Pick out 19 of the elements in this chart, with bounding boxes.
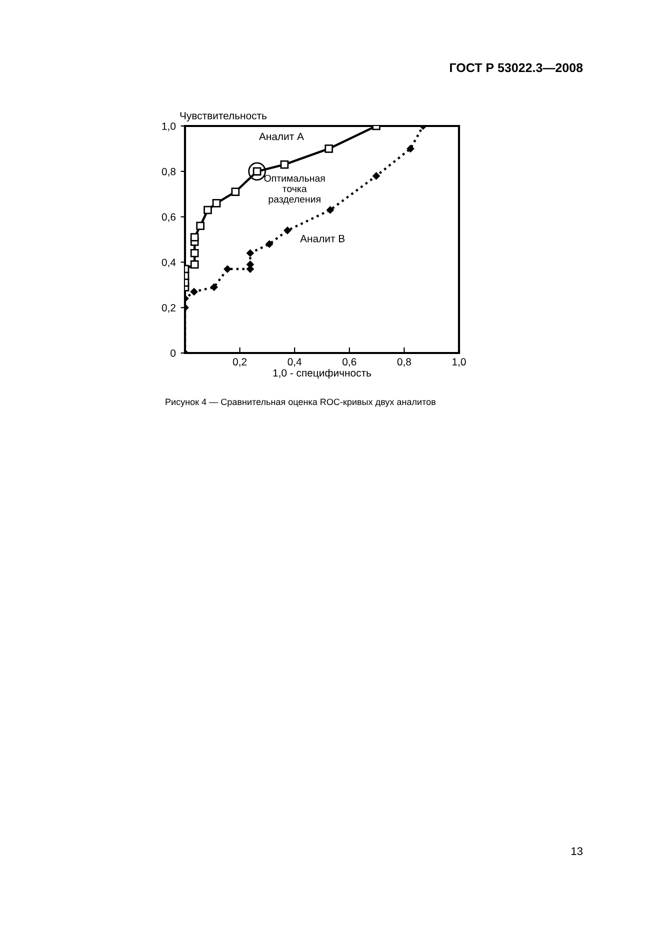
y-tick-label: 0,6 bbox=[162, 213, 176, 222]
annotation: Оптимальная точка разделения bbox=[264, 174, 325, 205]
y-tick-label: 0 bbox=[170, 350, 176, 357]
x-tick-label: 0,2 bbox=[232, 358, 247, 367]
y-tick-label: 0,8 bbox=[162, 168, 176, 177]
text: ГОСТ Р 53022.3—2008 bbox=[450, 63, 583, 72]
y-tick-label: 1,0 bbox=[162, 122, 176, 132]
y-tick-label: 0,2 bbox=[162, 304, 176, 313]
x-tick-label: 0,4 bbox=[288, 358, 302, 367]
x-tick-label: 0,6 bbox=[342, 358, 356, 367]
y-axis-title: Чувствительность bbox=[180, 112, 267, 122]
series-label: Аналит В bbox=[300, 235, 345, 242]
text: 13 bbox=[571, 847, 583, 856]
x-tick-label: 0,8 bbox=[397, 358, 411, 367]
x-tick-label: 1,0 bbox=[452, 358, 466, 367]
series-label: Аналит А bbox=[259, 132, 304, 140]
text: Рисунок 4 — Сравнительная оценка ROC-кривых двух аналитов bbox=[166, 398, 436, 407]
y-tick-label: 0,4 bbox=[162, 258, 176, 268]
x-axis-title: 1,0 - специфичность bbox=[273, 368, 372, 379]
